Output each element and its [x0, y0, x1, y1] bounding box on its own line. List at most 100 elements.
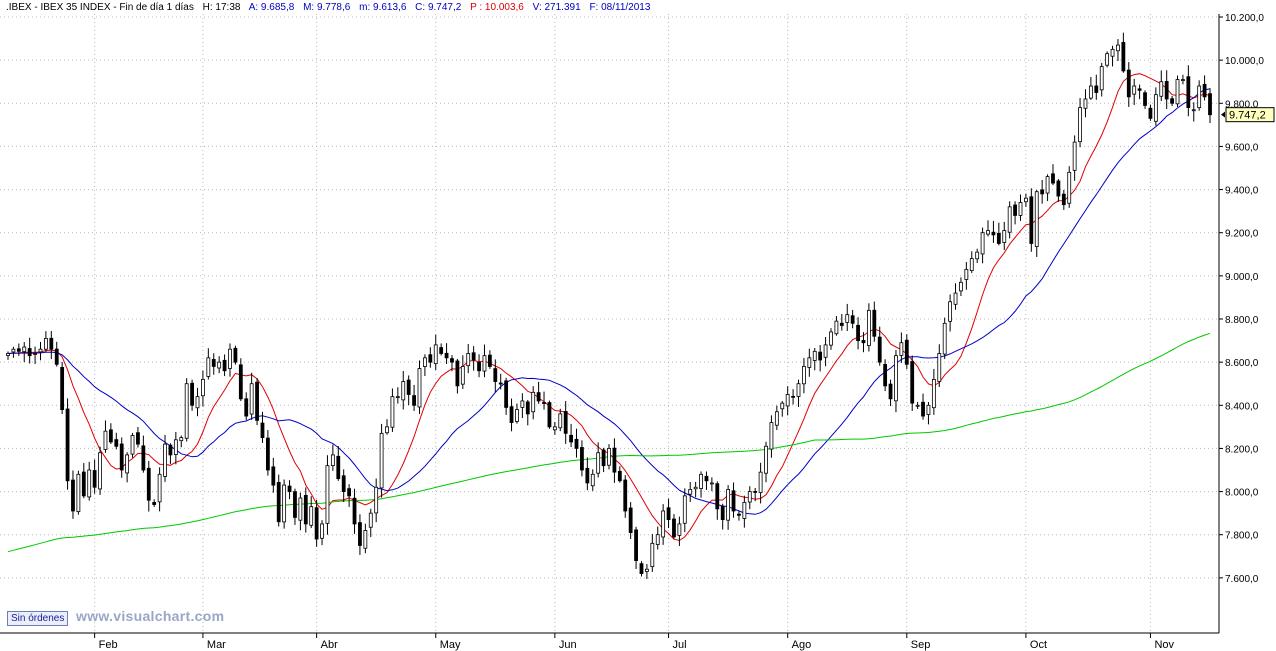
candle-body [1029, 196, 1034, 244]
candle-body [969, 258, 974, 271]
candle-body [894, 355, 898, 402]
candle-body [195, 396, 200, 409]
candle-body [65, 408, 70, 482]
candle-body [49, 337, 54, 350]
candle-body [1175, 79, 1180, 105]
candle-body [899, 342, 904, 356]
candle-body [590, 473, 595, 487]
candle-body [574, 438, 579, 449]
candle-body [330, 454, 335, 466]
candle-body [639, 563, 644, 574]
candle-body [1110, 48, 1115, 57]
y-tick-label: 8.400,0 [1225, 401, 1259, 412]
candle-body [168, 444, 173, 456]
candle-body [520, 400, 525, 408]
candle-body [433, 344, 438, 365]
candle-body [341, 475, 346, 492]
header-low: m: 9.613,6 [359, 2, 407, 13]
candle-body [314, 507, 319, 540]
candle-body [861, 340, 866, 344]
candle-body [450, 358, 454, 363]
candle-body [1208, 93, 1212, 116]
candle-body [119, 443, 124, 471]
last-price-marker: 9.747,2 [1221, 107, 1275, 123]
candle-body [60, 367, 65, 410]
candle-body [617, 470, 622, 482]
y-tick-label: 9.200,0 [1225, 229, 1259, 240]
candle-body [948, 301, 953, 322]
candle-body [655, 534, 660, 545]
candle-body [547, 402, 552, 428]
candle-body [525, 401, 530, 415]
y-tick-label: 9.800,0 [1225, 99, 1259, 110]
candle-body [1088, 85, 1093, 99]
candle-body [747, 491, 752, 503]
y-tick-label: 9.600,0 [1225, 142, 1259, 153]
candle-body [612, 447, 617, 473]
candle-body [1143, 92, 1147, 106]
candle-body [1132, 85, 1137, 95]
candle-body [385, 426, 389, 434]
candle-body [536, 392, 541, 402]
candle-body [1045, 176, 1050, 194]
candle-body [222, 359, 227, 372]
time-axis: Feb Mar Abr May Jun Jul Ago Sep Oct Nov [94, 633, 1175, 651]
candle-body [699, 473, 703, 489]
candle-body [1121, 42, 1126, 72]
candle-body [1013, 204, 1017, 216]
candle-body [179, 437, 184, 442]
candle-body [298, 497, 303, 521]
candle-body [27, 348, 32, 357]
candle-body [791, 395, 795, 398]
candle-body [1061, 193, 1066, 206]
candle-body [601, 449, 606, 467]
orders-button[interactable]: Sin órdenes [7, 611, 69, 626]
candle-body [645, 568, 649, 572]
candle-body [542, 402, 546, 404]
candle-body [1148, 107, 1153, 119]
candle-body [477, 361, 481, 372]
candle-body [818, 351, 823, 361]
candle-body [666, 507, 671, 521]
candle-body [1083, 98, 1088, 109]
candle-body [498, 382, 503, 385]
candle-body [834, 320, 839, 335]
candle-body [22, 346, 27, 353]
candle-body [439, 347, 444, 354]
price-axis: 7.600,0 7.800,0 8.000,0 8.200,0 8.400,0 8.600… [1219, 13, 1264, 585]
watermark: www.visualchart.com [76, 608, 225, 624]
candle-body [1116, 44, 1120, 52]
candle-body [677, 523, 682, 536]
candle-body [774, 411, 779, 426]
candle-body [796, 383, 801, 397]
candle-body [444, 352, 449, 359]
candle-body [146, 467, 151, 501]
candle-body [287, 485, 292, 492]
x-tick-label: Oct [1030, 639, 1047, 651]
candle-body [1105, 53, 1110, 66]
candle-body [11, 348, 16, 353]
candle-body [1197, 85, 1202, 109]
candle-body [991, 231, 996, 236]
candle-body [1186, 76, 1191, 108]
y-tick-label: 8.600,0 [1225, 358, 1259, 369]
x-tick-label: Nov [1154, 639, 1174, 651]
candle-body [1099, 66, 1104, 91]
candle-body [103, 430, 108, 450]
candle-body [71, 479, 75, 512]
candle-body [607, 448, 611, 466]
candle-body [509, 406, 514, 423]
candle-body [206, 357, 211, 377]
candle-body [271, 466, 276, 486]
candle-body [628, 507, 633, 533]
candle-body [812, 350, 817, 361]
candle-body [672, 518, 676, 538]
x-tick-label: Feb [99, 639, 118, 651]
candle-body [33, 353, 37, 355]
last-price-box [1225, 107, 1275, 123]
candle-body [964, 268, 969, 280]
candle-body [942, 322, 947, 355]
candle-body [1181, 79, 1185, 81]
candle-body [493, 368, 498, 382]
